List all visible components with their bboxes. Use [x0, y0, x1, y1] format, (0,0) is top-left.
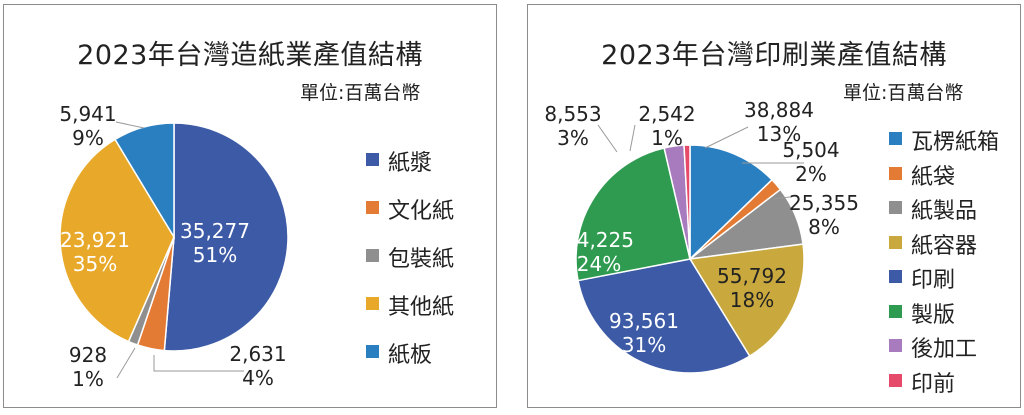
chart-title: 2023年台灣造紙業產值結構	[77, 40, 423, 71]
legend-swatch	[366, 249, 379, 262]
legend-label: 印前	[911, 371, 956, 397]
legend-swatch	[366, 201, 379, 214]
legend-swatch	[889, 339, 902, 352]
pie-slice	[689, 144, 774, 261]
leader-line	[704, 126, 749, 149]
legend-swatch	[889, 373, 902, 387]
legend-label: 其他紙	[388, 295, 455, 320]
legend-label: 瓦楞紙箱	[911, 130, 1000, 155]
legend-label: 文化紙	[388, 199, 455, 224]
data-label: 5,941 9%	[59, 102, 116, 150]
pie-slice	[163, 122, 289, 352]
unit-label: 單位:百萬台幣	[300, 82, 421, 104]
data-label: 2,542 1%	[638, 102, 695, 150]
data-label: 928 1%	[69, 343, 107, 391]
leader-line	[115, 121, 145, 129]
legend-swatch	[366, 153, 379, 166]
chart-panel-paper: 2023年台灣造紙業產值結構 單位:百萬台幣 35,277 51% 2,631 4% 9…	[3, 4, 497, 408]
legend-label: 紙製品	[911, 199, 978, 224]
legend-swatch	[889, 270, 902, 283]
data-label: 23,921 35%	[60, 228, 130, 276]
pie-chart-paper: 35,277 51% 2,631 4% 928 1% 23,921 35% 5,941 9%	[59, 102, 289, 391]
legend-label: 包裝紙	[388, 247, 455, 272]
data-label: 2,631 4%	[229, 342, 286, 390]
data-label: 38,884 13%	[744, 98, 814, 146]
legend-swatch	[889, 304, 902, 318]
legend-swatch	[366, 297, 379, 310]
data-label: 8,553 3%	[544, 102, 601, 150]
chart-title: 2023年台灣印刷業產值結構	[601, 40, 947, 71]
leader-line	[629, 124, 636, 152]
pie-slice	[575, 147, 691, 282]
pie-slice	[683, 144, 691, 260]
pie-slice	[114, 122, 175, 240]
unit-label: 單位:百萬台幣	[843, 82, 964, 104]
data-label: 74,225 24%	[564, 228, 634, 276]
legend-swatch	[889, 235, 902, 249]
data-label: 55,792 18%	[717, 264, 787, 312]
legend-swatch	[889, 132, 902, 145]
leader-line	[116, 347, 136, 379]
legend-label: 紙容器	[911, 233, 978, 259]
leader-line	[597, 124, 618, 153]
data-label: 93,561 31%	[609, 309, 679, 357]
legend-swatch	[366, 345, 379, 358]
chart-panel-printing: 2023年台灣印刷業產值結構 單位:百萬台幣 38,884 13% 5,504 2% 2…	[527, 4, 1021, 408]
legend-label: 印刷	[911, 268, 956, 293]
data-label: 5,504 2%	[782, 138, 839, 186]
legend-label: 製版	[911, 302, 956, 328]
legend-label: 紙漿	[388, 151, 433, 176]
data-label: 35,277 51%	[180, 219, 250, 267]
data-label: 25,355 8%	[789, 191, 859, 239]
leader-line	[772, 196, 791, 200]
legend-label: 紙袋	[911, 164, 956, 190]
legend-swatch	[889, 201, 902, 214]
pie-chart-printing: 38,884 13%5,504 2% 25,355 8%55,792 18% 93,561 3…	[544, 98, 859, 374]
legend-label: 後加工	[911, 337, 978, 362]
legend-label: 紙板	[388, 343, 433, 368]
pie-slice	[577, 258, 751, 374]
leader-line	[153, 355, 244, 372]
legend-swatch	[889, 166, 902, 180]
pie-slice	[688, 243, 805, 358]
